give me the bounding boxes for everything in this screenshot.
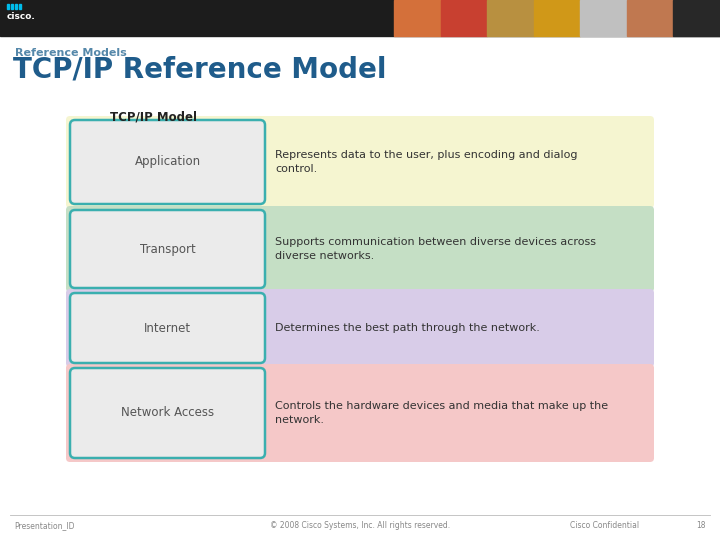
Text: 18: 18 bbox=[696, 521, 706, 530]
Text: Reference Models: Reference Models bbox=[15, 48, 127, 58]
FancyBboxPatch shape bbox=[70, 293, 265, 363]
FancyBboxPatch shape bbox=[66, 116, 654, 208]
Bar bbox=[0, 0, 720, 36]
Text: Application: Application bbox=[135, 156, 201, 168]
Bar bbox=[487, 0, 534, 36]
Bar bbox=[11, 4, 13, 9]
Text: Transport: Transport bbox=[140, 242, 195, 255]
Bar bbox=[580, 0, 627, 36]
Text: © 2008 Cisco Systems, Inc. All rights reserved.: © 2008 Cisco Systems, Inc. All rights re… bbox=[270, 521, 450, 530]
Text: TCP/IP Reference Model: TCP/IP Reference Model bbox=[13, 56, 387, 84]
Text: TCP/IP Model: TCP/IP Model bbox=[110, 110, 197, 123]
Text: Supports communication between diverse devices across
diverse networks.: Supports communication between diverse d… bbox=[275, 238, 596, 261]
Text: Cisco Confidential: Cisco Confidential bbox=[570, 521, 639, 530]
Bar bbox=[394, 0, 441, 36]
Bar bbox=[673, 0, 720, 36]
Text: cisco.: cisco. bbox=[7, 12, 36, 21]
Text: Presentation_ID: Presentation_ID bbox=[14, 521, 74, 530]
FancyBboxPatch shape bbox=[70, 120, 265, 204]
Text: Internet: Internet bbox=[144, 321, 191, 334]
Bar bbox=[19, 4, 21, 9]
Bar bbox=[7, 4, 9, 9]
Bar bbox=[15, 4, 17, 9]
Bar bbox=[627, 0, 673, 36]
FancyBboxPatch shape bbox=[70, 210, 265, 288]
Text: Determines the best path through the network.: Determines the best path through the net… bbox=[275, 323, 540, 333]
FancyBboxPatch shape bbox=[70, 368, 265, 458]
FancyBboxPatch shape bbox=[66, 364, 654, 462]
Bar bbox=[441, 0, 487, 36]
Text: Controls the hardware devices and media that make up the
network.: Controls the hardware devices and media … bbox=[275, 401, 608, 424]
Bar bbox=[534, 0, 580, 36]
Text: Represents data to the user, plus encoding and dialog
control.: Represents data to the user, plus encodi… bbox=[275, 151, 577, 173]
Text: Network Access: Network Access bbox=[121, 407, 214, 420]
FancyBboxPatch shape bbox=[66, 289, 654, 367]
FancyBboxPatch shape bbox=[66, 206, 654, 292]
